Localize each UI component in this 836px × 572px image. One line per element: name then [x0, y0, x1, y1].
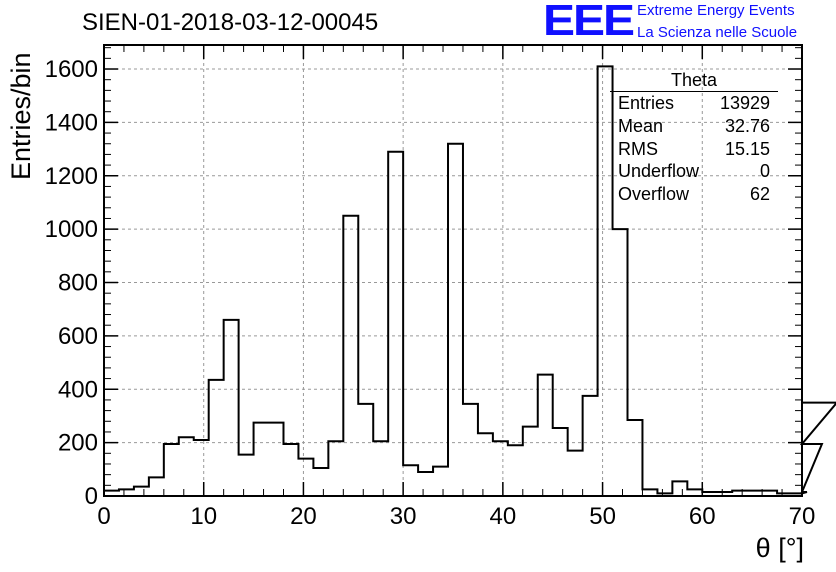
x-tick-label: 0	[97, 503, 110, 530]
stats-row-rms: RMS 15.15	[610, 138, 778, 161]
x-tick-label: 60	[689, 503, 716, 530]
stats-row-underflow: Underflow 0	[610, 160, 778, 183]
y-tick-label: 1200	[45, 163, 98, 190]
stats-row-overflow: Overflow 62	[610, 183, 778, 206]
y-tick-label: 0	[85, 483, 98, 510]
stats-value: 32.76	[724, 115, 770, 136]
eee-logo: EEE	[543, 0, 635, 46]
x-tick-label: 20	[290, 503, 317, 530]
stats-label: Mean	[618, 115, 664, 136]
x-axis-label: θ [°]	[755, 533, 804, 563]
x-tick-label: 30	[390, 503, 417, 530]
stats-label: Entries	[618, 93, 675, 113]
stats-value: 62	[749, 184, 770, 205]
x-tick-label: 10	[190, 503, 217, 530]
logo-line-2: La Scienza nelle Scuole	[637, 24, 798, 41]
stats-value: 0	[759, 161, 770, 182]
chart-title: SIEN-01-2018-03-12-00045	[82, 9, 379, 36]
stats-label: Overflow	[618, 184, 690, 205]
y-axis-label: Entries/bin	[6, 52, 36, 180]
stats-label: Underflow	[618, 161, 700, 182]
x-tick-label: 70	[789, 503, 816, 530]
y-tick-label: 1000	[45, 216, 98, 243]
x-tick-label: 50	[589, 503, 616, 530]
axis-ticks: 0 10 20 30 40 50 60 70 0 200 400 600 800 1000 1200 1400…	[45, 45, 816, 530]
y-tick-label: 1600	[45, 56, 98, 83]
stats-value: 13929	[719, 93, 770, 113]
stats-title: Theta	[610, 70, 778, 92]
x-tick-label: 40	[490, 503, 517, 530]
y-tick-label: 600	[58, 323, 98, 350]
y-tick-label: 200	[58, 430, 98, 457]
stats-label: RMS	[618, 138, 658, 159]
stats-box: Theta Entries 13929 Mean 32.76 RMS 15.15…	[610, 70, 778, 206]
y-tick-label: 400	[58, 376, 98, 403]
stats-row-entries: Entries 13929	[610, 92, 778, 115]
plot-frame	[103, 44, 803, 497]
y-tick-label: 1400	[45, 109, 98, 136]
y-tick-label: 800	[58, 270, 98, 297]
stats-row-mean: Mean 32.76	[610, 115, 778, 138]
logo-line-1: Extreme Energy Events	[637, 2, 795, 19]
stats-value: 15.15	[724, 138, 770, 159]
grid-lines	[104, 45, 802, 496]
